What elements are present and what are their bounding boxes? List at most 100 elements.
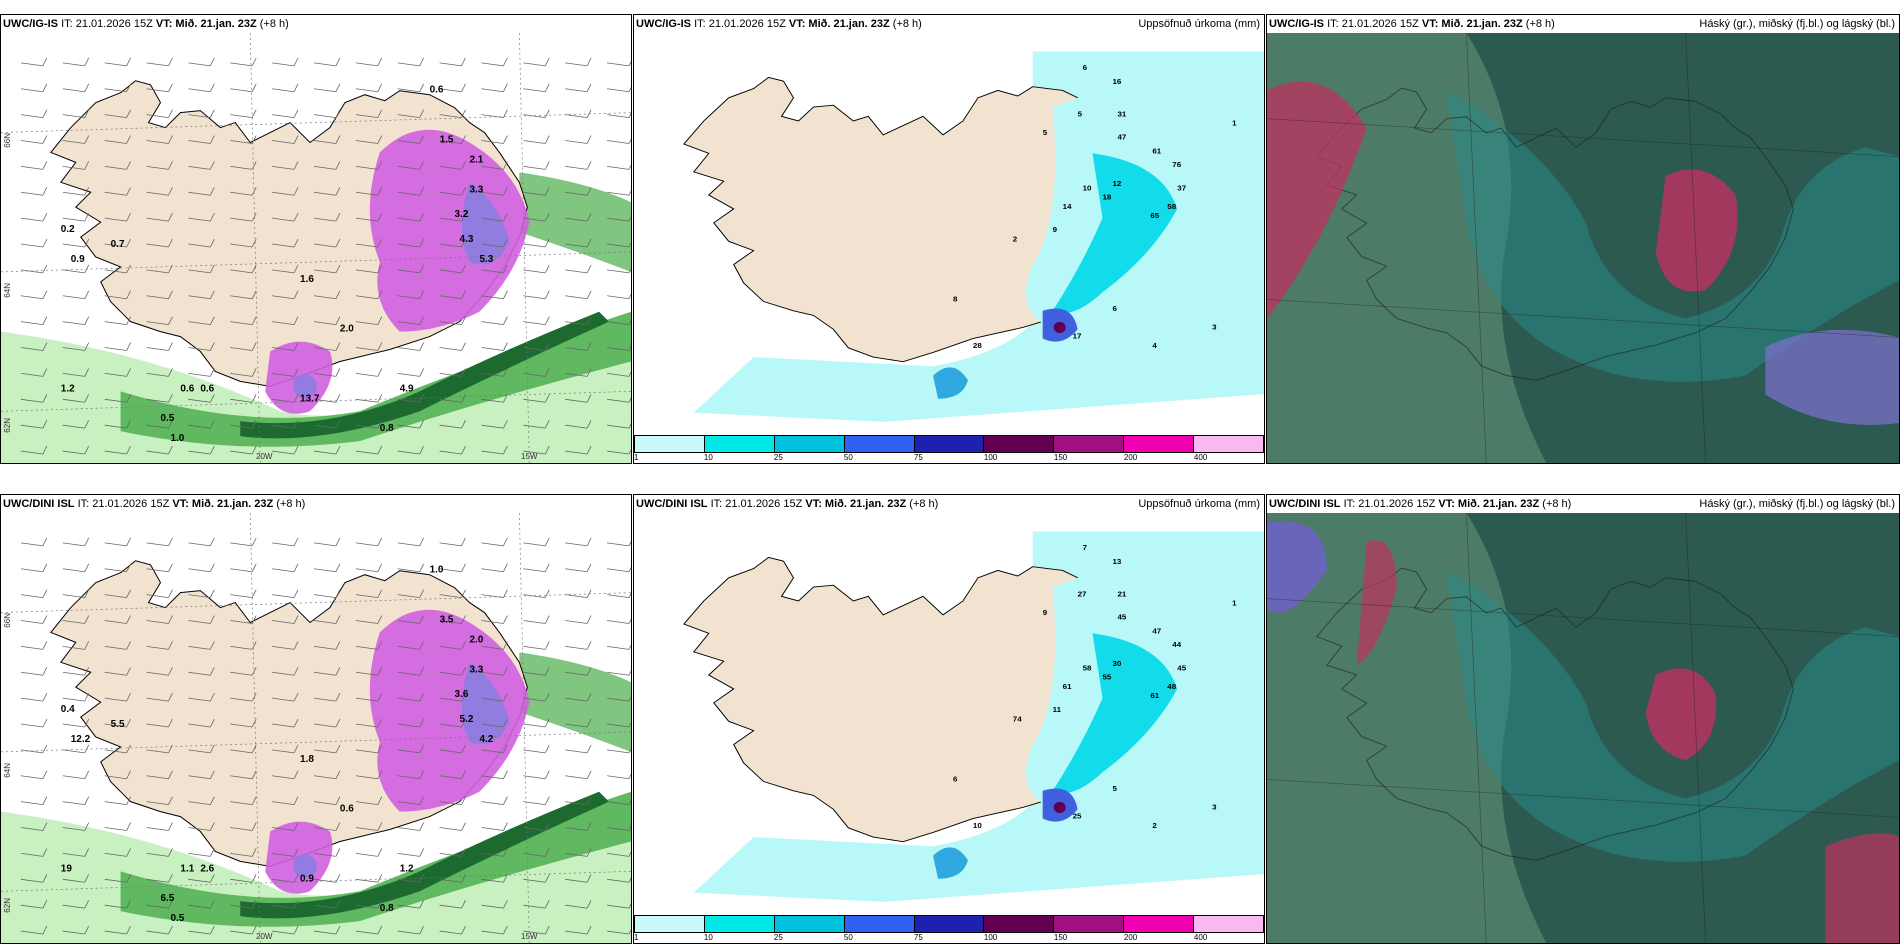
value-label: 45 — [1177, 664, 1187, 673]
panel-header: UWC/IG-IS IT: 21.01.2026 15Z VT: Mið. 21… — [1269, 15, 1895, 33]
colorbar-swatch — [774, 916, 845, 932]
colorbar-label: 100 — [983, 933, 998, 942]
valid-time-label: VT: — [788, 18, 806, 30]
colorbar-swatch — [635, 436, 705, 452]
value-label: 5 — [1043, 128, 1048, 137]
map-panel: UWC/IG-IS IT: 21.01.2026 15Z VT: Mið. 21… — [633, 14, 1265, 464]
map-panel: UWC/IG-IS IT: 21.01.2026 15Z VT: Mið. 21… — [0, 14, 632, 464]
value-label: 61 — [1150, 691, 1160, 700]
map-area: 6 16 31 5 47 61 76 58 65 37 18 12 10 14 2 9 17 28 4 3 1 8 6 5 — [634, 33, 1264, 433]
value-label: 4.3 — [460, 234, 474, 245]
lead-time: (+8 h) — [276, 498, 306, 510]
valid-time-label: VT: — [1438, 498, 1455, 510]
map-area — [1267, 513, 1899, 943]
value-label: 74 — [1013, 715, 1023, 724]
colorbar-swatch — [1194, 436, 1264, 452]
colorbar-label: 75 — [913, 933, 923, 942]
value-label: 4.9 — [400, 383, 414, 394]
panel-header: UWC/IG-IS IT: 21.01.2026 15Z VT: Mið. 21… — [636, 15, 1260, 33]
value-label: 3.3 — [470, 184, 484, 195]
map-area: 1.0 3.5 2.0 3.3 3.6 5.2 4.2 19 12.2 5.5 6.5 2.6 0.9 1… — [1, 513, 631, 943]
value-label: 3 — [1212, 323, 1216, 332]
colorbar-label: 200 — [1123, 453, 1138, 462]
lat-label: 66N — [3, 613, 12, 628]
value-label: 6 — [953, 775, 957, 784]
value-label: 5.2 — [460, 714, 474, 725]
value-label: 16 — [1112, 77, 1121, 86]
precip-region — [1026, 88, 1173, 330]
map-panel: UWC/IG-IS IT: 21.01.2026 15Z VT: Mið. 21… — [1266, 14, 1900, 464]
iceland-outline — [1316, 87, 1794, 381]
value-label: 47 — [1152, 627, 1161, 636]
map-panel: UWC/DINI ISL IT: 21.01.2026 15Z VT: Mið.… — [633, 494, 1265, 944]
lon-label: 15W — [521, 932, 538, 941]
value-label: 21 — [1117, 590, 1127, 599]
valid-time-label: VT: — [172, 498, 189, 510]
valid-time-label: VT: — [1421, 18, 1439, 30]
value-label: 9 — [1043, 608, 1047, 617]
value-label: 13.7 — [300, 393, 320, 404]
valid-time: Mið. 21.jan. 23Z — [175, 18, 257, 30]
value-label: 10 — [973, 821, 982, 830]
lead-time: (+8 h) — [1542, 498, 1572, 510]
value-label: 7 — [1083, 543, 1087, 552]
value-label: 4.2 — [479, 734, 493, 745]
value-label: 37 — [1177, 184, 1186, 193]
colorbar-label: 400 — [1193, 933, 1208, 942]
value-label: 5 — [1078, 110, 1083, 119]
value-label: 18 — [1103, 193, 1113, 202]
colorbar-swatch — [704, 916, 775, 932]
value-label: 11 — [1053, 705, 1062, 714]
colorbar-label: 75 — [913, 453, 923, 462]
value-label: 58 — [1167, 202, 1177, 211]
model-name: UWC/DINI ISL — [1269, 498, 1341, 510]
value-label: 1.6 — [300, 274, 314, 285]
value-label: 44 — [1172, 641, 1182, 650]
value-label: 12.2 — [71, 734, 91, 745]
value-label: 6 — [1083, 63, 1087, 72]
colorbar-swatch — [914, 436, 985, 452]
colorbar-label: 150 — [1053, 933, 1068, 942]
value-label: 27 — [1078, 590, 1087, 599]
value-label: 2.1 — [470, 154, 484, 165]
map-svg: 7 13 21 27 45 47 44 48 61 45 55 30 58 61 74 11 25 10 2 3 1 6 5… — [634, 513, 1264, 913]
lat-label: 64N — [3, 283, 12, 298]
value-label: 5.5 — [111, 719, 125, 730]
value-label: 0.6 — [430, 85, 444, 96]
lead-time: (+8 h) — [259, 18, 289, 30]
lead-time: (+8 h) — [892, 18, 922, 30]
colorbar-swatch — [1124, 436, 1195, 452]
colorbar-swatch — [844, 436, 915, 452]
value-label: 14 — [1063, 202, 1073, 211]
valid-time: Mið. 21.jan. 23Z — [191, 498, 274, 510]
value-label: 47 — [1117, 133, 1126, 142]
colorbar-label: 50 — [843, 933, 853, 942]
valid-time: Mið. 21.jan. 23Z — [808, 18, 890, 30]
map-svg: 0.6 1.5 2.1 3.3 3.2 4.3 5.3 1.2 0.9 0.7 0.5 0.6 13.7… — [1, 33, 631, 463]
value-label: 0.6 — [340, 804, 354, 815]
value-label: 1 — [1232, 599, 1237, 608]
colorbar-label: 10 — [703, 453, 713, 462]
value-label: 0.5 — [160, 413, 174, 424]
value-label: 19 — [61, 863, 73, 874]
colorbar-swatch — [1054, 916, 1125, 932]
value-label: 2.0 — [340, 324, 354, 335]
lon-label: 15W — [521, 452, 538, 461]
init-time: IT: 21.01.2026 15Z — [77, 498, 170, 510]
map-svg: 1.0 3.5 2.0 3.3 3.6 5.2 4.2 19 12.2 5.5 6.5 2.6 0.9 1… — [1, 513, 631, 943]
cloud-high — [1655, 169, 1738, 292]
colorbar-swatch — [704, 436, 775, 452]
colorbar-swatch — [1194, 916, 1264, 932]
map-panel: UWC/DINI ISL IT: 21.01.2026 15Z VT: Mið.… — [1266, 494, 1900, 944]
value-label: 58 — [1083, 664, 1093, 673]
colorbar-label: 200 — [1123, 933, 1138, 942]
value-label: 1.0 — [430, 565, 444, 576]
colorbar-swatch — [844, 916, 915, 932]
lat-label: 64N — [3, 763, 12, 778]
value-label: 3 — [1212, 803, 1216, 812]
colorbar-label: 400 — [1193, 453, 1208, 462]
colorbar-labels: 1 10 25 50 75 100 150 200 400 — [634, 453, 1264, 463]
map-area: 0.6 1.5 2.1 3.3 3.2 4.3 5.3 1.2 0.9 0.7 0.5 0.6 13.7… — [1, 33, 631, 463]
cloud-mid — [1446, 570, 1899, 862]
panel-title: Uppsöfnuð úrkoma (mm) — [1138, 18, 1260, 30]
